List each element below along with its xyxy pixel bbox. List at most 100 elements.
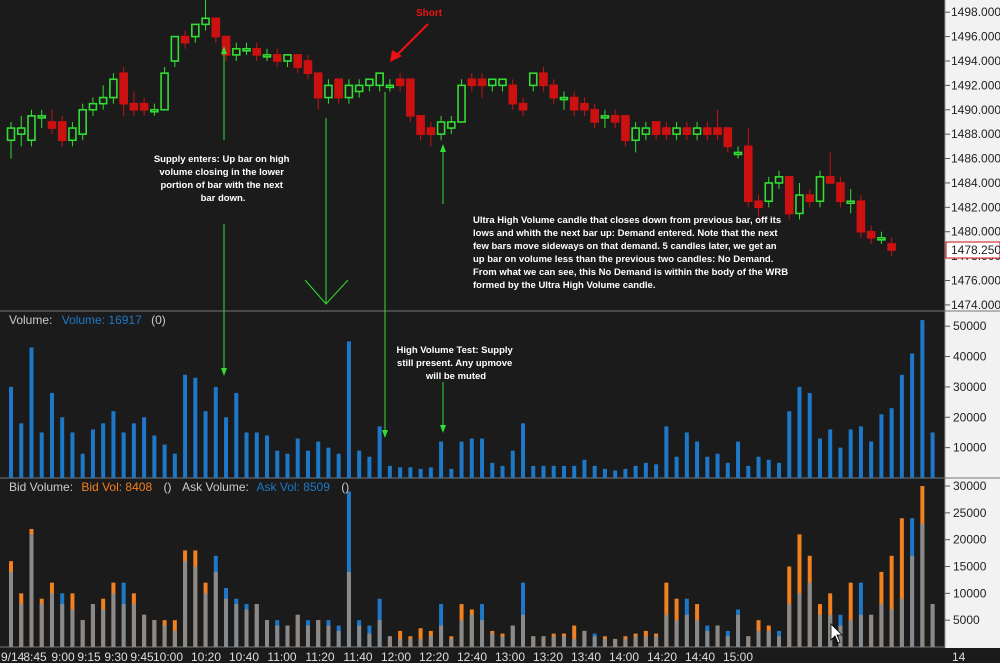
price-tick-label: 1474.000 [951, 298, 1000, 312]
bid-volume-bar [480, 620, 485, 647]
bid-volume-bar [60, 604, 65, 647]
ask-volume-bar [664, 614, 669, 647]
time-tick-label: 10:00 [153, 650, 183, 663]
candle-body [313, 72, 323, 99]
candle-body [856, 200, 866, 233]
volume-bar [70, 432, 75, 478]
ask-volume-bar [766, 630, 771, 647]
volume-bar [930, 432, 935, 478]
candle-body [467, 78, 477, 87]
candle-body [590, 108, 599, 123]
volume-bar [265, 435, 269, 478]
supply-enters-line: bar down. [201, 193, 246, 204]
candle-body [784, 176, 794, 215]
candle-body [170, 35, 180, 62]
time-tick-label: 13:40 [571, 650, 601, 663]
candle-body [600, 115, 610, 119]
ask-volume-bar [674, 620, 679, 647]
volume-bar [254, 432, 259, 478]
candle-body [580, 102, 589, 111]
volume-bar [869, 441, 874, 478]
volume-bar [623, 468, 628, 478]
volume-label: Volume: [9, 313, 52, 327]
no-demand-arrow-head [382, 430, 388, 438]
volume-bar [879, 414, 884, 478]
candle-body [201, 17, 210, 26]
candle-body [477, 78, 487, 87]
candle-body [815, 176, 825, 203]
volume-bar [541, 465, 546, 478]
bid-volume-bar [684, 614, 689, 647]
candle-body [262, 54, 272, 58]
bid-volume-bar [244, 609, 249, 647]
ultra-high-line: From what we can see, this No Demand is … [473, 267, 788, 278]
price-tick-label: 1484.000 [951, 176, 1000, 190]
ask-volume-bar [469, 614, 474, 647]
supply-enters-line: volume closing in the lower [159, 167, 284, 178]
candle-body [641, 127, 651, 135]
volume-bar [787, 411, 792, 478]
price-tick-label: 1494.000 [951, 54, 1000, 68]
time-axis: 9/148:45 9:00 9:15 9:30 9:45 10:00 10:20 10:40 1… [1, 650, 966, 664]
candle-body [68, 127, 77, 142]
bid-volume-bar [377, 620, 382, 647]
volume-bar [664, 426, 669, 478]
candle-body [303, 60, 313, 74]
candle-body [836, 182, 845, 203]
time-tick-label: 11:00 [267, 650, 296, 663]
volume-bar [510, 450, 515, 478]
candle-body [692, 127, 702, 135]
ask-volume-bar [623, 638, 628, 647]
volume-bar [234, 392, 239, 478]
ask-volume-bar [459, 620, 464, 647]
time-tick-label: 9:45 [130, 650, 154, 663]
ask-volume-bar [869, 614, 874, 647]
bid-volume-bar [889, 555, 894, 647]
bid-volume-bar [848, 582, 853, 647]
time-tick-label: 15:00 [723, 650, 753, 663]
ultra-high-line: few bars move sideways on that demand. 5… [473, 241, 777, 252]
hvt-line: High Volume Test: Supply [397, 345, 514, 356]
candle-body [877, 237, 886, 241]
bid-volume-bar [858, 614, 863, 647]
volume-bar [469, 438, 474, 478]
volume-panel-title: Volume: Volume: 16917 (0) [9, 313, 166, 327]
price-tick-label: 1488.000 [951, 127, 1000, 141]
time-tick-label: 9:15 [77, 650, 101, 663]
volume-bar [142, 417, 147, 478]
volume-tick-label: 20000 [953, 410, 987, 424]
candle-body [375, 72, 384, 87]
candle-body [703, 127, 712, 135]
bid-volume-bar [305, 625, 310, 647]
volume-bar [203, 411, 208, 478]
ask-volume-bar [654, 636, 659, 647]
supply-enters-line: portion of bar with the next [160, 180, 283, 191]
volume-tick-label: 10000 [953, 441, 987, 455]
ask-volume-bar [152, 620, 157, 647]
volume-bar [756, 456, 761, 478]
ask-volume-bar [817, 614, 822, 647]
volume-bar [439, 441, 444, 478]
ask-volume-bar [19, 604, 24, 647]
candle-body [426, 127, 436, 135]
bid-volume-bar [418, 628, 423, 647]
ask-volume-bar [162, 625, 167, 647]
ask-volume-bar [899, 598, 904, 647]
ask-volume-bar [70, 609, 75, 647]
volume-bar [152, 435, 157, 478]
bid-volume-bar [797, 534, 802, 647]
candle-body [180, 35, 190, 44]
high-volume-test-note: High Volume Test: Supply still present. … [397, 345, 516, 382]
ask-volume-bar [633, 636, 638, 647]
bid-volume-bar [899, 518, 904, 647]
candle-body [733, 151, 743, 156]
candle-body [436, 121, 446, 135]
candle-body [129, 102, 139, 111]
volume-bar [244, 432, 249, 478]
volume-tick-label: 50000 [953, 319, 987, 333]
volume-bar [889, 408, 894, 478]
candle-body [78, 108, 87, 135]
volume-axis: 10000 20000 30000 40000 50000 [945, 319, 987, 455]
volume-bar [387, 465, 392, 478]
